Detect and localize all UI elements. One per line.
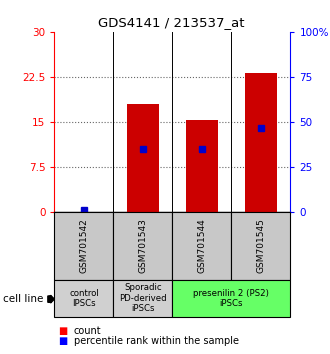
Text: count: count: [74, 326, 101, 336]
FancyBboxPatch shape: [114, 280, 172, 317]
FancyArrow shape: [48, 295, 54, 303]
FancyBboxPatch shape: [172, 280, 290, 317]
Text: GSM701544: GSM701544: [197, 219, 207, 273]
FancyBboxPatch shape: [231, 212, 290, 280]
Text: ■: ■: [58, 336, 67, 346]
Text: Sporadic
PD-derived
iPSCs: Sporadic PD-derived iPSCs: [119, 283, 167, 313]
FancyBboxPatch shape: [114, 212, 172, 280]
Text: ■: ■: [58, 326, 67, 336]
FancyBboxPatch shape: [54, 212, 114, 280]
Bar: [245, 73, 277, 212]
Text: control
IPSCs: control IPSCs: [69, 289, 99, 308]
Text: GSM701543: GSM701543: [138, 218, 148, 274]
FancyBboxPatch shape: [172, 212, 231, 280]
Bar: [186, 120, 218, 212]
Text: cell line: cell line: [3, 294, 44, 304]
Bar: [127, 104, 159, 212]
Text: GSM701545: GSM701545: [256, 218, 265, 274]
Text: GSM701542: GSM701542: [80, 219, 88, 273]
Text: percentile rank within the sample: percentile rank within the sample: [74, 336, 239, 346]
Text: GDS4141 / 213537_at: GDS4141 / 213537_at: [98, 16, 245, 29]
Text: presenilin 2 (PS2)
iPSCs: presenilin 2 (PS2) iPSCs: [193, 289, 269, 308]
FancyBboxPatch shape: [54, 280, 114, 317]
